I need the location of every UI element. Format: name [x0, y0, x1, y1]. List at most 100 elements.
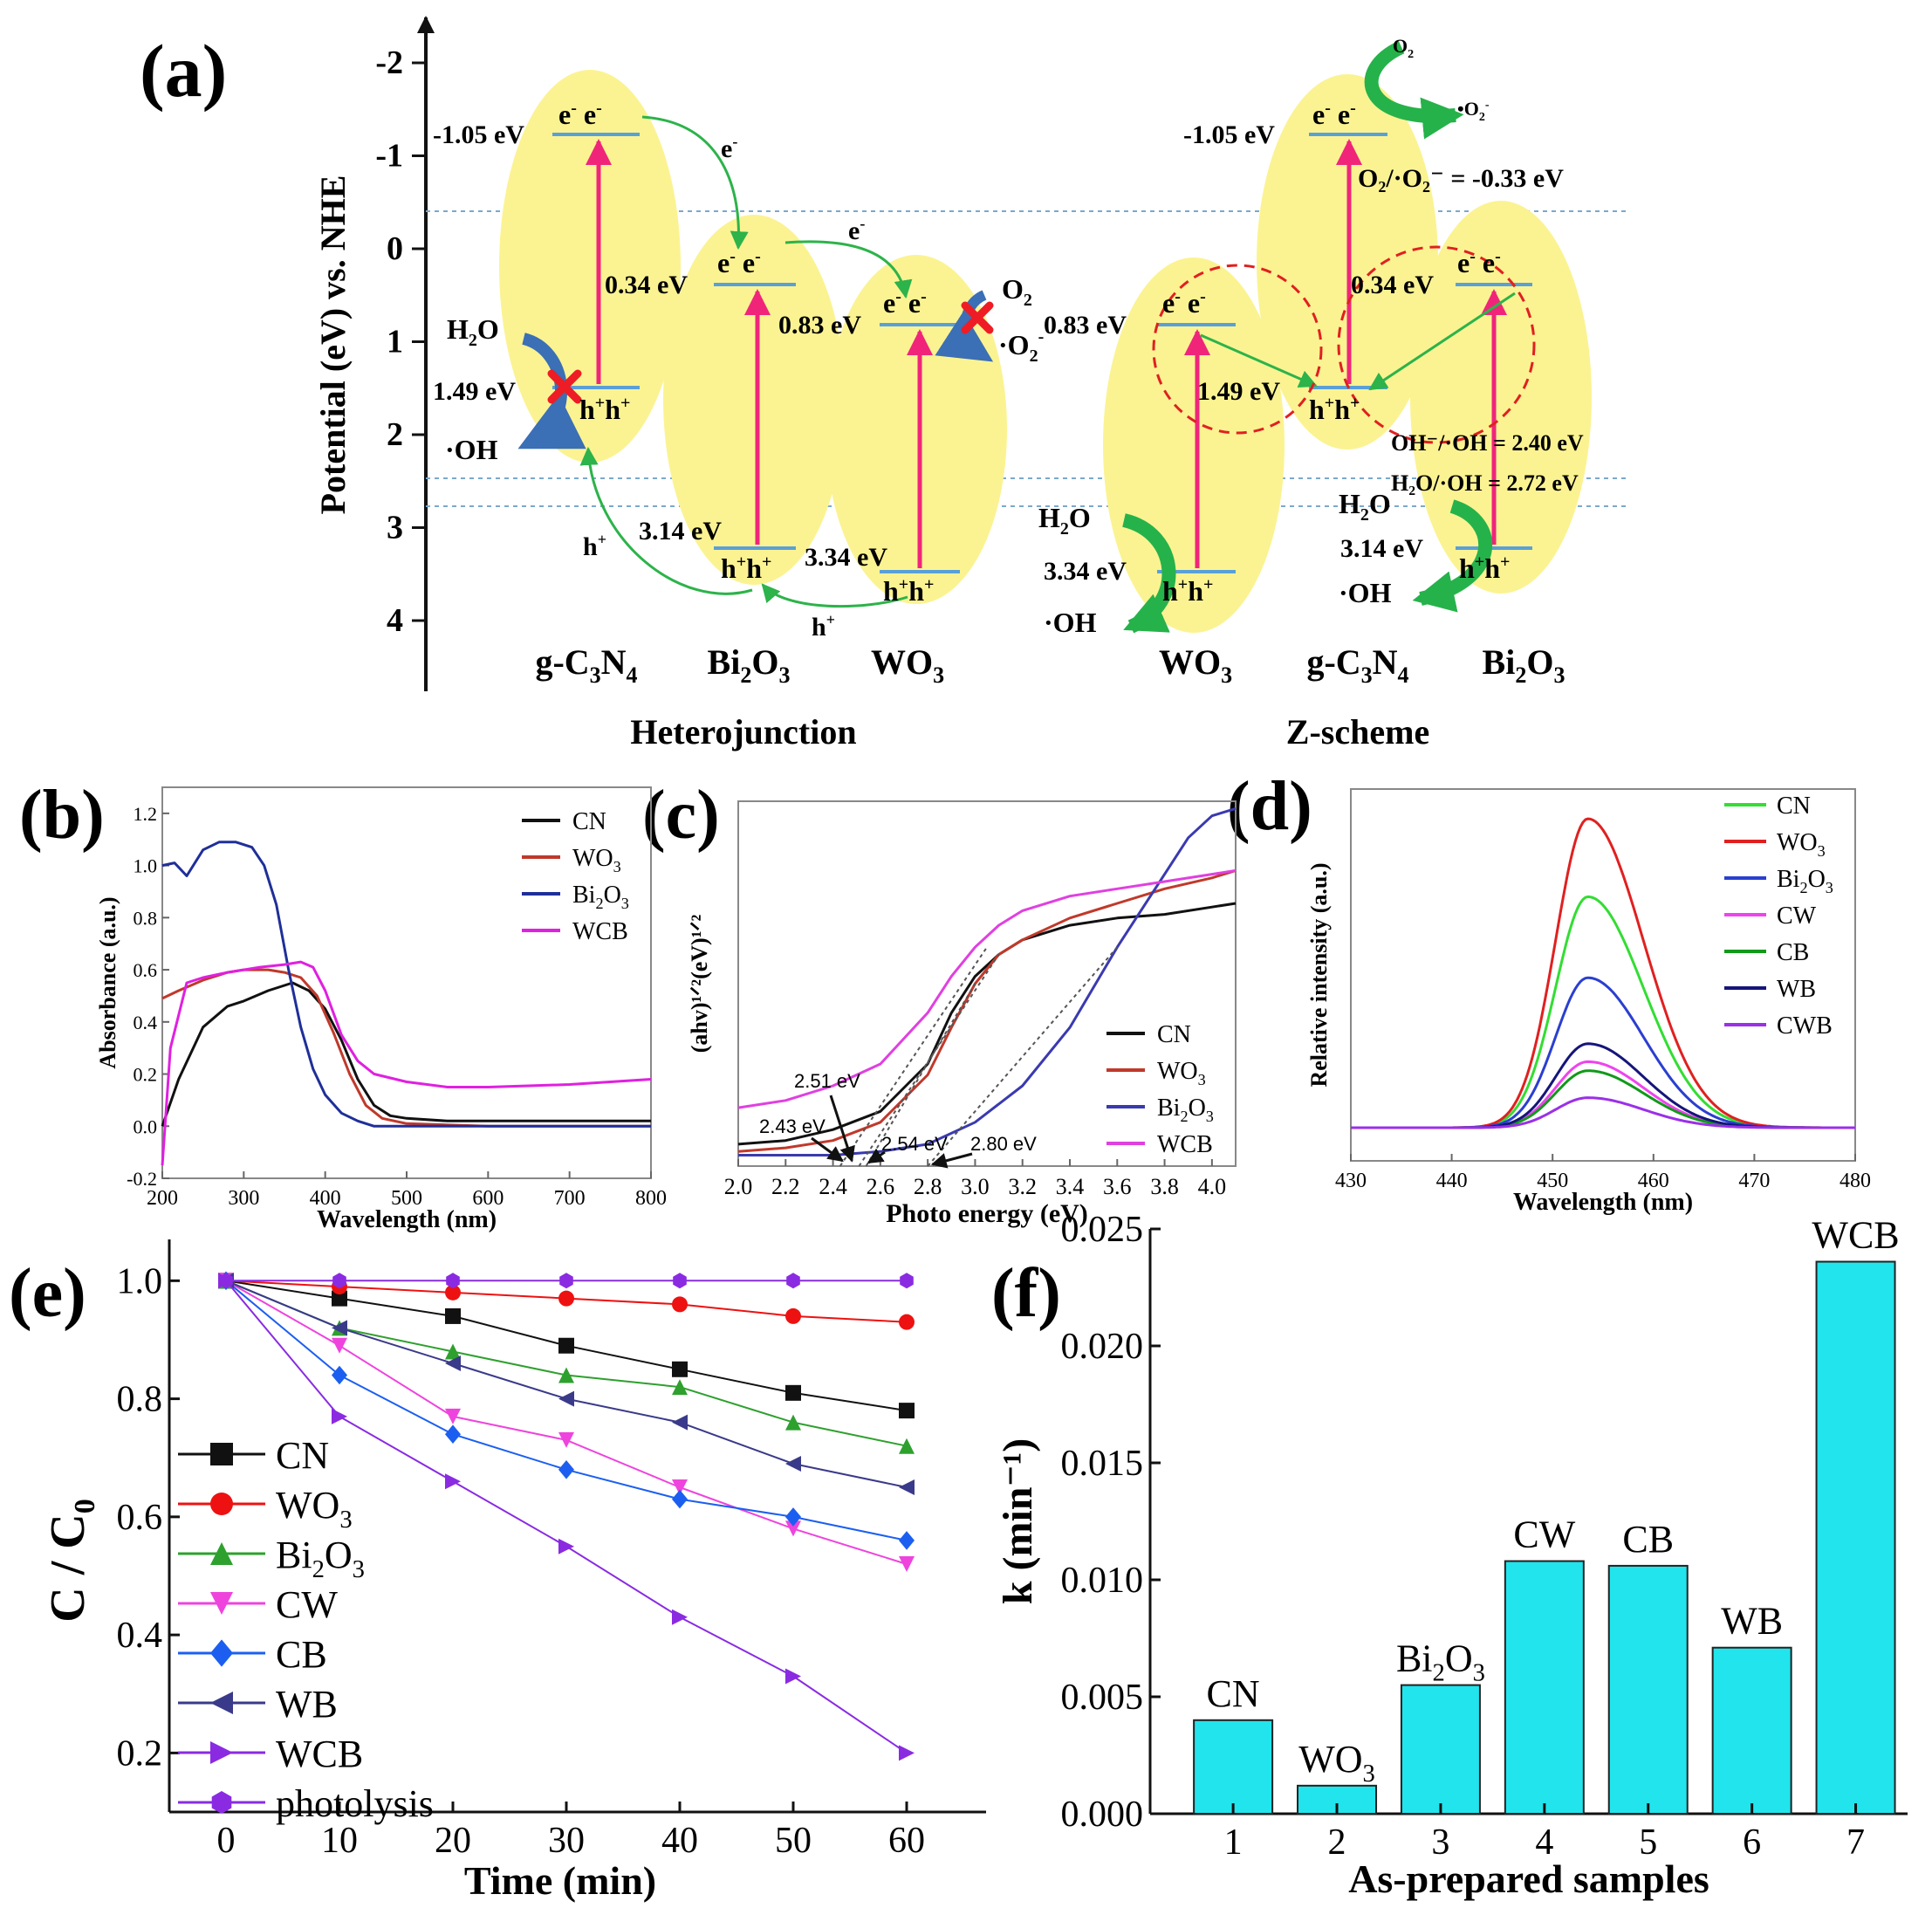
het-h2o-label: H2O [447, 313, 499, 350]
a-y-axis-label: Potential (eV) vs. NHE [313, 175, 353, 515]
e-point-wb [785, 1456, 801, 1472]
het-transfer-arrows [579, 115, 913, 608]
panel-f-label: (f) [991, 1255, 1061, 1332]
e-series-wb [218, 1273, 915, 1495]
material-labels: g-C3N4 Bi2O3 WO3 WO3 g-C3N4 Bi2O3 [535, 642, 1565, 688]
z-bi-vb-label: 3.14 eV [1340, 534, 1423, 563]
e-point-wo3 [785, 1307, 801, 1324]
c-x-tick-label: 3.2 [1008, 1174, 1037, 1199]
b-x-tick-label: 200 [147, 1187, 178, 1210]
het-bi-vb-label: 3.14 eV [639, 517, 722, 546]
d-x-tick-label: 470 [1738, 1170, 1770, 1192]
z-o2-label: O2 [1393, 35, 1414, 61]
e-legend-label: WB [276, 1683, 338, 1726]
z-h2o-label-bi: H2O [1339, 488, 1391, 525]
z-oh-label-wo: ·OH [1044, 607, 1097, 638]
e-legend-label: CW [276, 1583, 338, 1626]
c-annotation: 2.43 eV [759, 1115, 826, 1137]
e-point-cb [785, 1507, 801, 1527]
e-point-cw [445, 1408, 461, 1424]
z-wo-h2o-arrow [1121, 513, 1176, 634]
a-y-axis-arrow [417, 16, 435, 33]
d-legend-label: Bi2O3 [1777, 866, 1833, 896]
c-tangent-line [839, 946, 988, 1167]
e-point-cw [332, 1337, 347, 1354]
b-y-tick-label: -0.2 [127, 1168, 157, 1190]
chart-c-tauc: 2.0 2.2 2.4 2.6 2.8 3.0 3.2 3.4 3.6 3.8 4.0 Photo e… [687, 800, 1237, 1228]
f-x-axis-label: As-prepared samples [1348, 1857, 1709, 1901]
c-tangent-line [858, 954, 1000, 1167]
e-point-wcb [785, 1668, 801, 1685]
transfer-e-label-1: e- [721, 133, 737, 163]
e-point-cw [785, 1520, 801, 1537]
b-y-tick-label: 0.4 [134, 1012, 158, 1033]
c-series-wcb [737, 868, 1237, 1109]
e-point-photolysis [900, 1273, 914, 1289]
f-x-tick-label: 7 [1846, 1822, 1865, 1863]
c-x-tick-label: 2.0 [724, 1174, 753, 1199]
species-labels: H2O ·OH O2 ·O2- H2O ·OH H2O ·OH O2 •O2- [445, 35, 1490, 638]
panel-a-label: (a) [140, 29, 227, 113]
f-bar-label: WCB [1812, 1214, 1899, 1257]
a-tick-label: 3 [387, 510, 403, 546]
d-y-axis-label: Relative intensity (a.u.) [1306, 862, 1332, 1087]
b-y-tick-label: 0.8 [134, 907, 158, 929]
b-x-tick-label: 700 [554, 1187, 586, 1210]
het-o2-label: O2 [1002, 273, 1032, 310]
transfer-carrier-labels: e- e- h+ h+ [583, 133, 865, 642]
e-legend-marker [210, 1493, 233, 1515]
b-legend-label: Bi2O3 [572, 882, 629, 912]
het-wo-cb-label: 0.83 eV [778, 311, 861, 340]
e-point-cn [785, 1384, 801, 1401]
f-y-tick-label: 0.015 [1061, 1444, 1144, 1484]
b-x-tick-label: 400 [310, 1187, 341, 1210]
b-legend-label: WCB [572, 918, 628, 945]
het-wo-name: WO3 [871, 642, 944, 688]
b-legend-label: CN [572, 808, 606, 835]
e-legend-label: CB [276, 1633, 327, 1676]
c-x-tick-label: 2.8 [914, 1174, 942, 1199]
e-point-cb [672, 1489, 688, 1509]
e-point-photolysis [673, 1273, 687, 1289]
b-x-tick-label: 500 [391, 1187, 422, 1210]
het-oh-label: ·OH [445, 434, 498, 465]
e-point-cn [332, 1290, 347, 1307]
f-bar-cw [1504, 1560, 1585, 1815]
b-y-tick-label: 0.0 [134, 1115, 158, 1137]
electron-pair-label: e- e- [883, 287, 927, 319]
d-series-wb [1351, 1042, 1855, 1129]
e-point-bi2o3 [558, 1367, 574, 1383]
e-y-axis-label: C / C0 [41, 1499, 101, 1622]
b-y-tick-label: 1.0 [134, 855, 158, 877]
b-y-tick-label: 0.2 [134, 1064, 158, 1086]
a-tick-label: 0 [387, 230, 403, 267]
z-wo-cb-label: 0.83 eV [1044, 311, 1127, 340]
ellipse-het-bi [663, 215, 845, 585]
b-y-tick-label: 0.6 [134, 959, 158, 981]
z-wo-name: WO3 [1159, 642, 1232, 688]
electron-pair-label: e- e- [717, 247, 761, 278]
z-wo-vb-label: 3.34 eV [1044, 557, 1127, 586]
z-e-transfer-wo [1200, 333, 1318, 388]
z-o2-arrow [1364, 40, 1464, 140]
e-point-photolysis [786, 1273, 800, 1289]
z-h2o-label-wo: H2O [1038, 502, 1091, 539]
het-wo-vb-label: 3.34 eV [805, 543, 887, 572]
d-x-tick-label: 480 [1840, 1170, 1871, 1192]
e-legend-marker [210, 1443, 233, 1465]
f-bar-label: WB [1721, 1600, 1783, 1643]
e-point-wcb [672, 1609, 688, 1625]
redox-h2o-label: H₂O/·OH = 2.72 eV [1391, 470, 1579, 496]
c-x-tick-label: 3.8 [1150, 1174, 1179, 1199]
e-point-wb [558, 1390, 574, 1407]
d-legend-label: CWB [1777, 1012, 1833, 1040]
b-series-wo3 [161, 968, 651, 1128]
het-gcn-cb-label: -1.05 eV [433, 120, 524, 149]
e-x-tick-label: 10 [321, 1821, 358, 1861]
e-point-bi2o3 [672, 1379, 688, 1396]
f-x-tick-label: 1 [1224, 1822, 1243, 1863]
e-x-tick-label: 60 [888, 1821, 925, 1861]
c-plot-frame [737, 800, 1237, 1167]
c-x-axis-label: Photo energy (eV) [886, 1199, 1088, 1228]
